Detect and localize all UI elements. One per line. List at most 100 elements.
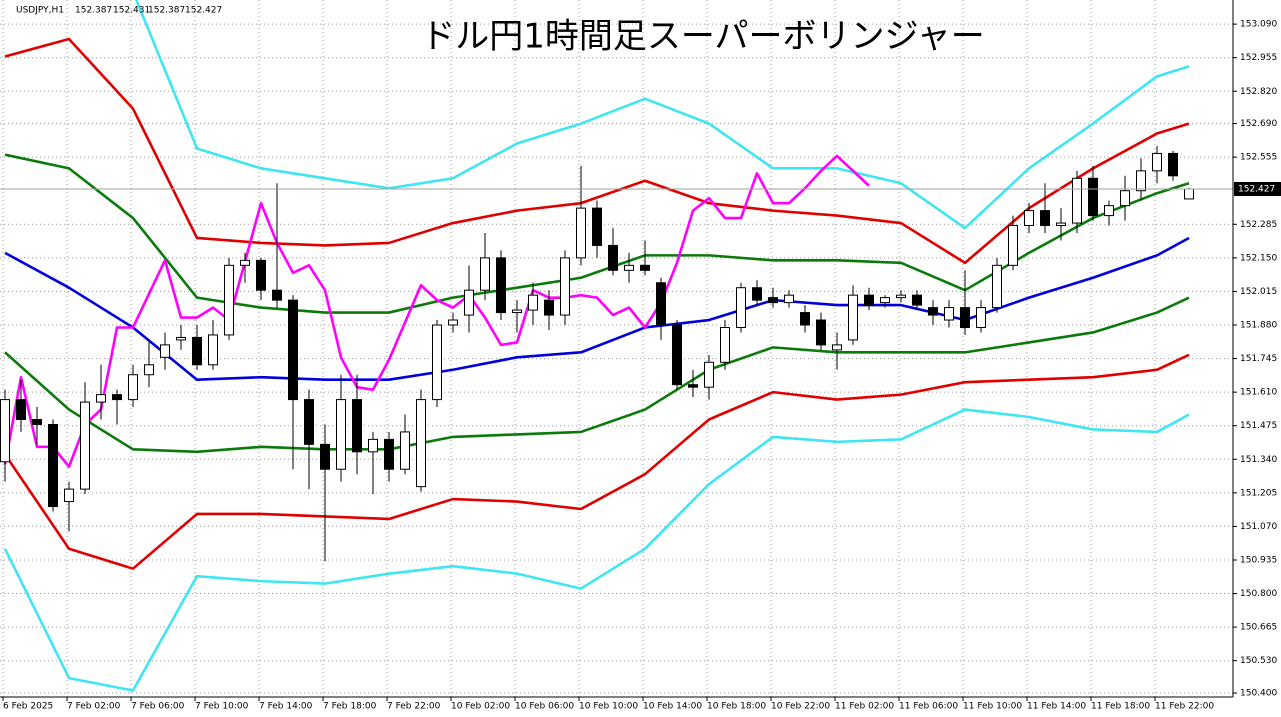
- y-tick-label: 151.205: [1240, 488, 1277, 498]
- y-tick-label: 150.400: [1240, 689, 1277, 699]
- y-tick-label: 152.150: [1240, 253, 1277, 263]
- candle-body: [528, 294, 538, 311]
- candle-body: [80, 401, 90, 490]
- ohlc-low: 152.387: [148, 6, 185, 16]
- candle-body: [1120, 190, 1130, 207]
- candle-body: [368, 438, 378, 453]
- band-line: [3, 408, 1190, 692]
- candle-body: [736, 287, 746, 328]
- x-tick-label: 10 Feb 14:00: [643, 702, 702, 712]
- axes: 153.090 152.955 152.820 152.690 152.555 152.2…: [2, 20, 1281, 712]
- y-tick-label: 152.015: [1240, 287, 1277, 297]
- candle-body: [992, 264, 1002, 309]
- candle-body: [544, 299, 554, 316]
- x-tick-label: 7 Feb 06:00: [131, 702, 185, 712]
- candle-body: [160, 344, 170, 358]
- x-tick-label: 11 Feb 18:00: [1091, 702, 1150, 712]
- y-tick-label: 153.090: [1240, 20, 1277, 30]
- y-tick-label: 152.285: [1240, 220, 1277, 230]
- candle-body: [1168, 152, 1178, 177]
- x-tick-label: 10 Feb 22:00: [771, 702, 830, 712]
- x-tick-label: 10 Feb 10:00: [579, 702, 638, 712]
- y-tick-label: 150.665: [1240, 623, 1277, 633]
- y-tick-label: 151.340: [1240, 455, 1277, 465]
- price-label: 152.427: [1238, 184, 1275, 194]
- candle-body: [256, 259, 266, 291]
- candle-body: [1088, 177, 1098, 217]
- candle-body: [192, 336, 202, 366]
- candle-body: [1024, 210, 1034, 227]
- candle-body: [832, 344, 842, 351]
- candle-body: [784, 294, 794, 304]
- candle-body: [32, 418, 42, 425]
- price-label-box: [1234, 181, 1281, 196]
- candle-body: [848, 294, 858, 341]
- candle-body: [800, 312, 810, 326]
- candle-body: [336, 399, 346, 470]
- x-tick-label: 7 Feb 22:00: [387, 702, 441, 712]
- y-tick-label: 152.555: [1240, 153, 1277, 163]
- x-tick-label: 10 Feb 02:00: [451, 702, 510, 712]
- candle-body: [640, 264, 650, 271]
- candle-body: [288, 299, 298, 401]
- candle-body: [352, 399, 362, 453]
- candle-body: [720, 326, 730, 363]
- candle-body: [112, 394, 122, 401]
- candle-body: [880, 297, 890, 304]
- x-tick-label: 10 Feb 06:00: [515, 702, 574, 712]
- candle-body: [0, 399, 10, 463]
- ohlc-high: 152.431: [113, 6, 150, 16]
- candle-body: [416, 399, 426, 488]
- x-tick-label: 11 Feb 02:00: [835, 702, 894, 712]
- band-line: [134, 0, 1190, 230]
- y-tick-label: 150.530: [1240, 656, 1277, 666]
- candle-body: [1072, 177, 1082, 224]
- candle-body: [576, 207, 586, 259]
- candle-body: [464, 289, 474, 316]
- candle-body: [688, 384, 698, 388]
- candle-body: [240, 259, 250, 266]
- x-tick-label: 7 Feb 02:00: [67, 702, 121, 712]
- candle-body: [384, 438, 394, 470]
- candle-body: [768, 297, 778, 304]
- candle-body: [1056, 222, 1066, 227]
- x-tick-label: 11 Feb 06:00: [899, 702, 958, 712]
- x-tick-label: 11 Feb 10:00: [963, 702, 1022, 712]
- y-tick-label: 152.690: [1240, 119, 1277, 129]
- x-tick-label: 6 Feb 2025: [3, 702, 53, 712]
- candle-body: [128, 374, 138, 401]
- band-line: [4, 37, 1190, 265]
- candle-body: [48, 423, 58, 508]
- plot-area: [0, 0, 1233, 692]
- symbol: USDJPY,H1: [16, 6, 64, 16]
- candle-body: [144, 364, 154, 376]
- candle-body: [560, 257, 570, 316]
- candle-body: [912, 294, 922, 306]
- band-line: [4, 296, 1190, 454]
- candle-body: [752, 287, 762, 301]
- candle-body: [512, 309, 522, 314]
- candle-body: [16, 399, 26, 420]
- candle-body: [432, 324, 442, 401]
- ohlc-close: 152.427: [185, 6, 222, 16]
- y-tick-label: 151.475: [1240, 421, 1277, 431]
- candle-body: [208, 334, 218, 366]
- y-tick-label: 151.070: [1240, 522, 1277, 532]
- x-tick-label: 10 Feb 18:00: [707, 702, 766, 712]
- candle-body: [304, 399, 314, 445]
- candle-body: [224, 264, 234, 336]
- y-tick-label: 152.955: [1240, 53, 1277, 63]
- lagging-span: [3, 154, 870, 469]
- chart-title: ドル円1時間足スーパーボリンジャー: [421, 17, 985, 57]
- candle-body: [944, 307, 954, 321]
- candle-body: [960, 307, 970, 328]
- candle-body: [1136, 170, 1146, 192]
- y-tick-label: 151.745: [1240, 354, 1277, 364]
- x-tick-label: 7 Feb 10:00: [195, 702, 249, 712]
- x-tick-label: 11 Feb 14:00: [1027, 702, 1086, 712]
- candle-body: [896, 294, 906, 299]
- candle-body: [1040, 210, 1050, 227]
- candle-body: [400, 431, 410, 470]
- y-tick-label: 150.935: [1240, 555, 1277, 565]
- candle-body: [496, 257, 506, 314]
